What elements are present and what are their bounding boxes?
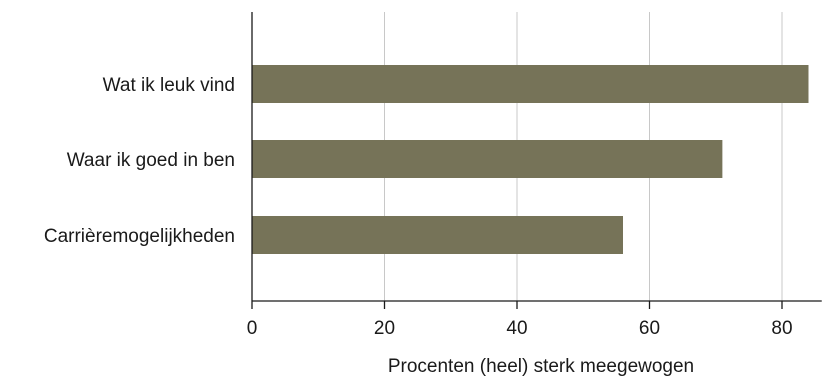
x-tick-label-80: 80 — [771, 318, 792, 339]
x-tick-label-0: 0 — [247, 318, 258, 339]
x-tick-label-40: 40 — [506, 318, 527, 339]
bar-1 — [252, 65, 809, 103]
x-tick-label-60: 60 — [639, 318, 660, 339]
axes — [251, 12, 822, 309]
category-label-3: Carrièremogelijkheden — [44, 226, 235, 247]
bar-2 — [252, 140, 723, 178]
category-labels: Wat ik leuk vind Waar ik goed in ben Carri… — [44, 75, 235, 247]
x-tick-labels: 0 20 40 60 80 — [247, 318, 793, 339]
category-label-2: Waar ik goed in ben — [67, 150, 235, 171]
x-axis-title: Procenten (heel) sterk meegewogen — [388, 356, 694, 377]
x-tick-label-20: 20 — [374, 318, 395, 339]
category-label-1: Wat ik leuk vind — [103, 75, 235, 96]
bar-3 — [252, 216, 623, 254]
bars — [252, 65, 809, 254]
